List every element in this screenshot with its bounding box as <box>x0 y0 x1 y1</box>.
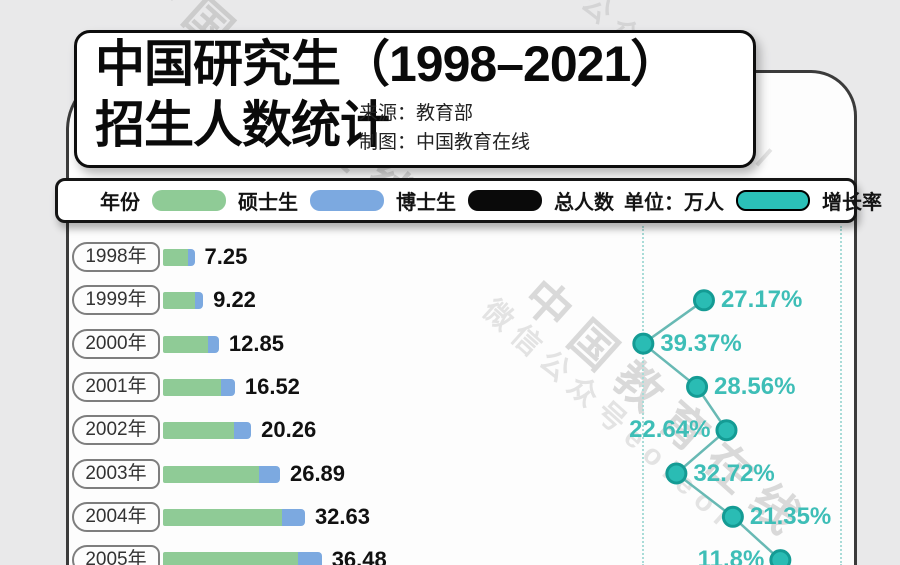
legend-year-label: 年份 <box>100 192 140 214</box>
year-pill-6: 2004年 <box>72 501 160 532</box>
doctoral-bar <box>194 292 204 310</box>
masters-swatch <box>152 190 226 211</box>
doctoral-bar <box>297 552 322 565</box>
masters-bar <box>163 422 235 440</box>
total-value: 16.52 <box>244 373 300 399</box>
total-value: 9.22 <box>213 287 256 313</box>
title-line-2: 招生人数统计 <box>95 97 390 153</box>
title-line-1: 中国研究生（1998–2021） <box>95 36 680 92</box>
year-pill-3: 2001年 <box>72 371 160 402</box>
masters-bar <box>163 508 283 526</box>
growth-label: 11.8% <box>697 546 765 565</box>
total-value: 7.25 <box>204 244 248 269</box>
growth-label: 28.56% <box>714 372 796 400</box>
total-swatch <box>468 190 542 211</box>
source-label: 来源：教育部 <box>359 103 474 124</box>
doctoral-swatch <box>310 190 384 211</box>
year-pill-2: 2000年 <box>72 328 160 359</box>
masters-bar <box>163 378 222 396</box>
total-value: 36.48 <box>331 547 387 565</box>
doctoral-bar <box>282 508 305 526</box>
total-value: 32.63 <box>314 503 370 529</box>
legend-total-label: 总人数 <box>554 192 614 214</box>
title-box: 中国研究生（1998–2021） 招生人数统计 来源：教育部 制图：中国教育在线 <box>74 30 756 168</box>
masters-bar <box>163 552 298 565</box>
total-value: 26.89 <box>289 460 346 486</box>
total-value: 12.85 <box>228 330 284 356</box>
doctoral-bar <box>207 335 219 353</box>
title-meta: 来源：教育部 制图：中国教育在线 <box>359 99 530 157</box>
masters-bar <box>163 292 195 310</box>
masters-bar <box>163 465 259 483</box>
doctoral-bar <box>221 378 235 396</box>
year-pill-0: 1998年 <box>72 242 160 272</box>
legend-bar: 年份 硕士生 博士生 总人数 单位：万人 增长率 <box>55 178 882 223</box>
legend-doctoral-label: 博士生 <box>396 192 456 214</box>
growth-gridline-left <box>642 226 644 565</box>
legend-growth-label: 增长率 <box>822 192 882 214</box>
growth-label: 39.37% <box>660 329 742 357</box>
credit-label: 制图：中国教育在线 <box>359 132 531 153</box>
total-value: 20.26 <box>261 417 317 443</box>
doctoral-bar <box>234 422 252 440</box>
year-pill-5: 2003年 <box>72 458 160 489</box>
doctoral-bar <box>187 249 195 266</box>
legend-unit-label: 单位：万人 <box>624 192 724 214</box>
doctoral-bar <box>258 465 280 483</box>
growth-label: 27.17% <box>720 286 803 314</box>
masters-bar <box>163 335 208 353</box>
year-pill-7: 2005年 <box>72 545 160 565</box>
page-title: 中国研究生（1998–2021） 招生人数统计 <box>95 34 680 156</box>
growth-label: 22.64% <box>629 416 711 444</box>
growth-swatch <box>736 190 810 211</box>
masters-bar <box>163 249 188 266</box>
growth-label: 32.72% <box>693 459 775 487</box>
year-pill-4: 2002年 <box>72 415 160 446</box>
growth-label: 21.35% <box>749 502 832 530</box>
legend-masters-label: 硕士生 <box>238 192 298 214</box>
year-pill-1: 1999年 <box>72 285 160 316</box>
growth-gridline-right <box>840 226 842 565</box>
